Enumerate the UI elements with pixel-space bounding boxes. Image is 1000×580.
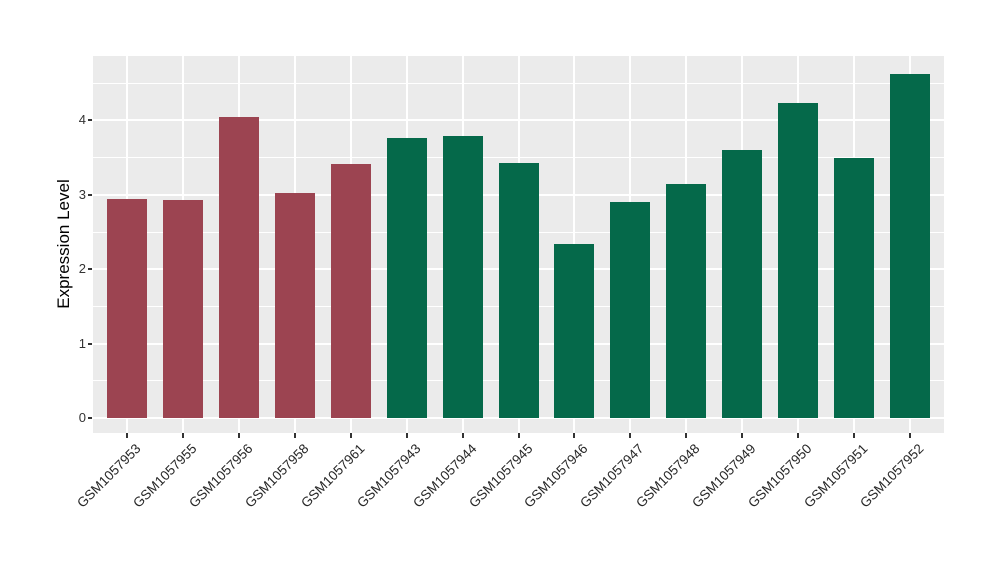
- bar-GSM1057958: [274, 193, 315, 418]
- bar-GSM1057951: [834, 157, 875, 418]
- x-tick-label-GSM1057949: GSM1057949: [689, 441, 760, 511]
- y-tick-mark-4: [88, 119, 92, 122]
- x-tick-mark-GSM1057945: [517, 433, 520, 438]
- x-tick-mark-GSM1057949: [741, 433, 744, 438]
- bar-GSM1057955: [162, 200, 203, 418]
- x-tick-mark-GSM1057952: [909, 433, 912, 438]
- bar-GSM1057946: [554, 243, 595, 418]
- x-tick-label-GSM1057956: GSM1057956: [185, 441, 256, 511]
- y-tick-label-0: 0: [78, 410, 86, 425]
- y-tick-label-3: 3: [78, 186, 86, 202]
- bar-GSM1057950: [778, 102, 819, 418]
- y-tick-mark-0: [88, 417, 92, 419]
- x-tick-label-GSM1057947: GSM1057947: [577, 441, 648, 511]
- x-tick-mark-GSM1057946: [573, 433, 576, 438]
- x-tick-mark-GSM1057961: [349, 433, 352, 438]
- bar-GSM1057944: [442, 136, 483, 418]
- x-tick-label-GSM1057961: GSM1057961: [297, 441, 368, 511]
- y-tick-label-2: 2: [78, 261, 86, 277]
- x-tick-label-GSM1057948: GSM1057948: [633, 441, 704, 511]
- x-tick-mark-GSM1057958: [293, 433, 296, 438]
- bar-GSM1057961: [330, 164, 371, 418]
- y-tick-mark-2: [88, 268, 92, 271]
- plot-panel: [93, 56, 944, 433]
- y-tick-mark-3: [88, 193, 92, 196]
- x-tick-mark-GSM1057943: [405, 433, 408, 438]
- x-tick-label-GSM1057944: GSM1057944: [409, 441, 480, 511]
- x-tick-label-GSM1057952: GSM1057952: [857, 441, 928, 511]
- y-tick-label-1: 1: [78, 335, 86, 351]
- x-tick-label-GSM1057945: GSM1057945: [465, 441, 536, 511]
- x-tick-label-GSM1057946: GSM1057946: [521, 441, 592, 511]
- x-tick-label-GSM1057958: GSM1057958: [241, 441, 312, 511]
- bar-GSM1057943: [386, 137, 427, 418]
- bar-GSM1057948: [666, 184, 707, 418]
- bar-GSM1057952: [890, 74, 931, 418]
- x-tick-label-GSM1057950: GSM1057950: [745, 441, 816, 511]
- x-tick-mark-GSM1057953: [125, 433, 128, 438]
- x-tick-mark-GSM1057956: [237, 433, 240, 438]
- x-tick-mark-GSM1057950: [797, 433, 800, 438]
- bar-GSM1057949: [722, 150, 763, 418]
- y-tick-label-4: 4: [78, 112, 86, 128]
- bar-GSM1057953: [106, 198, 147, 418]
- x-tick-mark-GSM1057955: [181, 433, 184, 438]
- x-tick-label-GSM1057955: GSM1057955: [129, 441, 200, 511]
- x-tick-mark-GSM1057947: [629, 433, 632, 438]
- bar-GSM1057947: [610, 202, 651, 418]
- bar-GSM1057945: [498, 162, 539, 418]
- x-tick-mark-GSM1057951: [853, 433, 856, 438]
- bar-GSM1057956: [218, 116, 259, 418]
- x-tick-label-GSM1057943: GSM1057943: [353, 441, 424, 511]
- y-tick-mark-1: [88, 342, 92, 345]
- x-tick-mark-GSM1057944: [461, 433, 464, 438]
- x-tick-mark-GSM1057948: [685, 433, 688, 438]
- x-tick-label-GSM1057951: GSM1057951: [801, 441, 872, 511]
- x-tick-label-GSM1057953: GSM1057953: [73, 441, 144, 511]
